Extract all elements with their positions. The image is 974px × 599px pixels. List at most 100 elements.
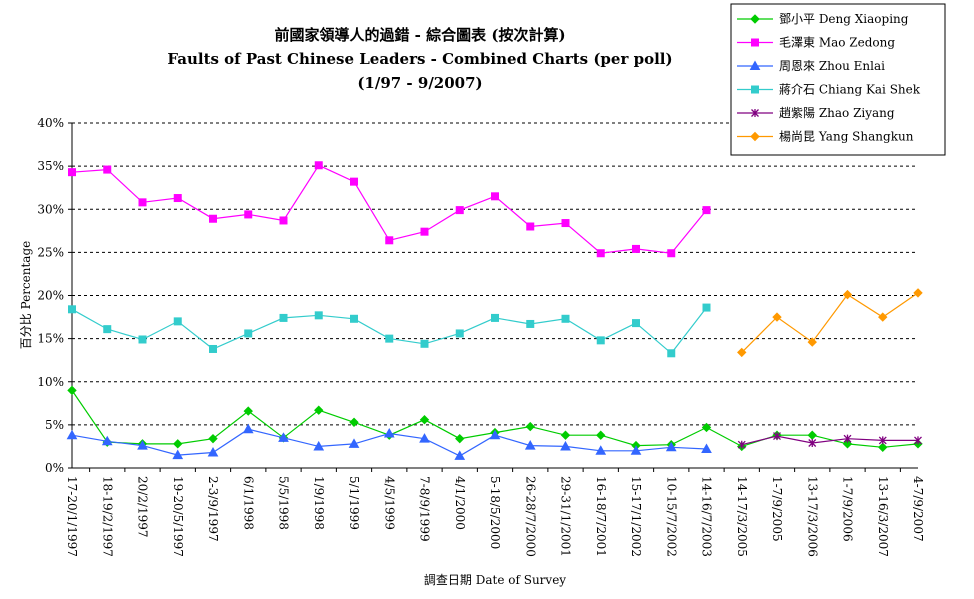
x-tick-label-20: 1-7/9/2005 (770, 476, 784, 542)
x-tick-label-3: 19-20/5/1997 (171, 476, 185, 557)
y-tick-label-5: 25% (37, 245, 64, 259)
data-point-4-23 (878, 436, 887, 445)
legend-label-3: 蔣介石 Chiang Kai Shek (779, 83, 921, 97)
legend: 鄧小平 Deng Xiaoping 毛澤東 Mao Zedong 周恩來 Zhou … (730, 3, 946, 156)
data-point-2-18 (701, 443, 712, 454)
legend-swatch-marker-1 (751, 38, 759, 47)
data-point-5-23 (878, 312, 888, 322)
data-point-4-19 (737, 440, 746, 449)
data-point-2-16 (630, 445, 642, 455)
x-tick-label-1: 18-19/2/1997 (100, 476, 114, 557)
data-point-2-4 (207, 446, 219, 457)
data-point-2-10 (419, 433, 430, 443)
data-point-0-5 (243, 406, 253, 416)
series-4 (737, 432, 922, 449)
x-tick-label-21: 13-17/3/2006 (805, 476, 819, 557)
data-point-3-17 (667, 349, 676, 358)
data-point-3-14 (561, 314, 570, 323)
data-point-3-15 (596, 336, 605, 345)
data-point-2-3 (172, 449, 184, 460)
series-group (66, 161, 923, 460)
data-point-0-14 (560, 430, 571, 440)
data-point-1-7 (314, 161, 323, 170)
data-point-5-24 (913, 288, 923, 298)
data-point-2-11 (454, 450, 466, 460)
data-point-0-22 (842, 439, 853, 449)
data-point-3-16 (632, 319, 640, 328)
data-point-2-6 (278, 432, 289, 442)
data-point-0-11 (455, 433, 465, 444)
y-tick-label-6: 30% (37, 202, 64, 216)
data-point-3-3 (173, 317, 182, 326)
data-point-5-19 (737, 347, 747, 358)
data-point-1-15 (596, 249, 605, 258)
data-point-1-6 (279, 216, 288, 225)
data-point-3-18 (702, 303, 711, 312)
data-point-2-0 (66, 429, 78, 440)
data-point-1-3 (173, 194, 182, 203)
legend-item-2: 周恩來 Zhou Enlai (737, 59, 885, 73)
axes (68, 122, 918, 472)
x-tick-label-16: 15-17/1/2002 (629, 476, 643, 557)
data-point-0-4 (208, 433, 218, 444)
data-point-2-13 (524, 440, 536, 450)
chart-title-line-2: Faults of Past Chinese Leaders - Combine… (167, 50, 672, 68)
series-line-5 (741, 292, 919, 353)
data-point-4-24 (914, 436, 922, 445)
y-tick-label-8: 40% (37, 116, 64, 130)
y-tick-label-1: 5% (45, 418, 64, 432)
chart-titles: 前國家領導人的過錯 - 綜合圖表 (按次計算) Faults of Past C… (167, 26, 672, 92)
x-tick-label-14: 29-31/1/2001 (559, 476, 573, 557)
data-point-2-8 (348, 438, 360, 448)
x-tick-label-5: 6/1/1998 (241, 476, 255, 530)
series-5 (737, 288, 923, 358)
series-line-4 (741, 435, 918, 446)
legend-swatch-marker-2 (749, 60, 761, 70)
legend-item-1: 毛澤東 Mao Zedong (737, 36, 895, 50)
data-point-2-15 (595, 445, 607, 455)
x-tick-label-10: 7-8/9/1999 (418, 476, 432, 542)
legend-label-5: 楊尚昆 Yang Shangkun (779, 129, 914, 144)
data-point-3-1 (103, 325, 112, 334)
data-point-1-0 (68, 168, 76, 177)
legend-swatch-marker-5 (750, 131, 760, 142)
legend-swatch-marker-4 (751, 109, 759, 117)
data-point-2-9 (383, 427, 395, 438)
data-point-0-23 (878, 442, 888, 453)
data-point-2-17 (665, 441, 677, 452)
y-tick-label-7: 35% (37, 159, 64, 173)
data-point-5-21 (807, 337, 817, 347)
x-tick-label-19: 14-17/3/2005 (735, 476, 749, 557)
legend-label-4: 趙紫陽 Zhao Ziyang (779, 105, 895, 120)
x-tick-label-18: 14-16/7/2003 (700, 476, 714, 557)
series-3 (68, 303, 711, 358)
series-2 (66, 423, 712, 460)
y-tick-label-2: 10% (37, 375, 64, 389)
data-point-3-11 (455, 329, 464, 338)
x-tick-label-22: 1-7/9/2006 (841, 476, 855, 542)
data-point-1-14 (561, 219, 570, 228)
data-point-1-10 (420, 227, 429, 236)
data-point-2-2 (137, 440, 148, 450)
x-tick-label-15: 16-18/7/2001 (594, 476, 608, 557)
data-point-4-20 (773, 432, 781, 441)
legend-box (730, 3, 946, 156)
data-point-3-2 (138, 335, 147, 344)
chart-title-line-3: (1/97 - 9/2007) (357, 74, 482, 92)
data-point-1-16 (632, 244, 640, 253)
x-tick-label-4: 2-3/9/1997 (206, 476, 220, 542)
data-point-2-7 (313, 440, 325, 451)
x-tick-label-7: 1/9/1998 (312, 476, 326, 530)
data-point-0-0 (67, 385, 77, 396)
data-point-5-20 (772, 312, 782, 322)
data-point-3-8 (350, 314, 358, 323)
gridlines (72, 122, 918, 426)
data-point-3-4 (209, 344, 217, 353)
data-point-1-5 (244, 210, 253, 219)
data-point-0-3 (173, 439, 183, 449)
data-point-0-21 (807, 430, 817, 440)
x-tick-labels: 17-20/1/1997 18-19/2/1997 20/2/1997 19-20/5… (65, 476, 925, 557)
data-point-3-13 (526, 319, 535, 328)
x-tick-label-12: 5-18/5/2000 (488, 476, 502, 549)
